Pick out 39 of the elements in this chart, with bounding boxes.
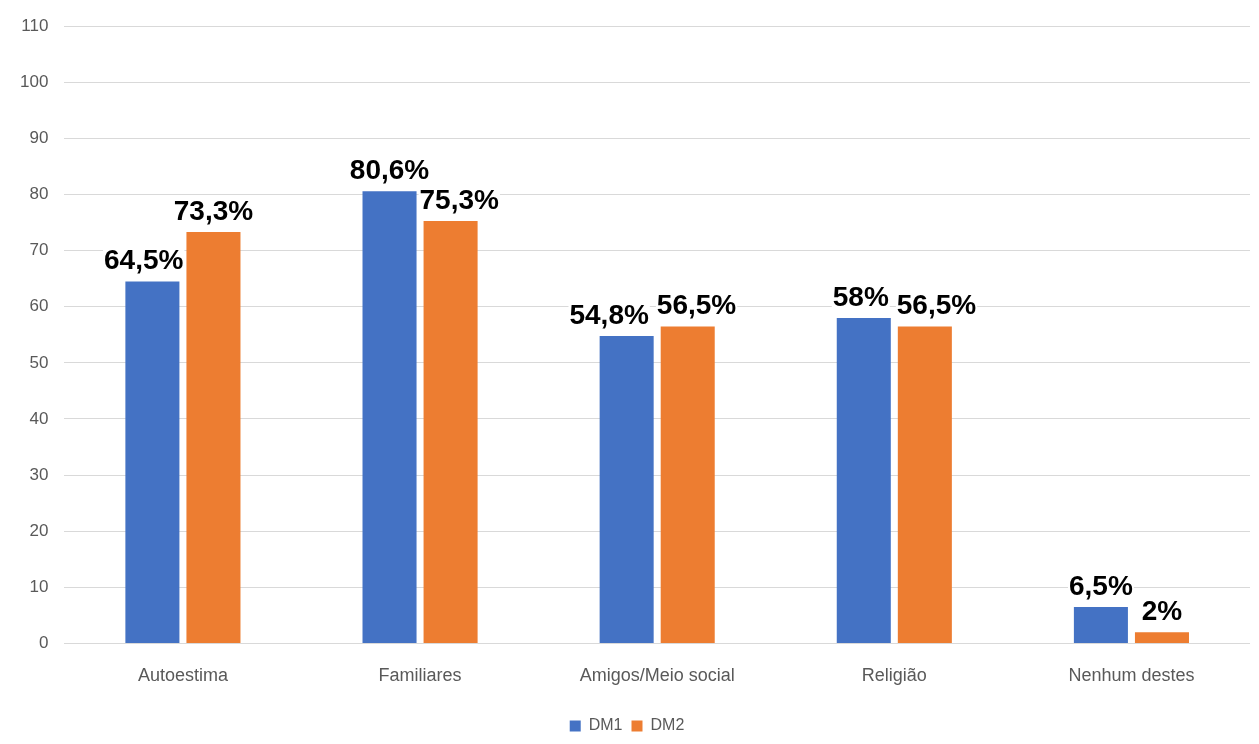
y-tick-label: 100 xyxy=(19,72,49,91)
x-tick-label: Religião xyxy=(861,665,927,686)
y-tick-label: 40 xyxy=(29,408,49,428)
x-tick-label: Familiares xyxy=(378,665,462,686)
bar xyxy=(125,281,180,643)
legend-label: DM2 xyxy=(650,716,685,734)
bar xyxy=(423,220,478,643)
y-tick-label: 50 xyxy=(29,352,49,372)
bar xyxy=(836,317,891,643)
y-tick-label: 60 xyxy=(29,296,49,316)
y-tick-label: 90 xyxy=(29,128,49,148)
x-tick-label: Nenhum destes xyxy=(1068,665,1195,686)
y-tick-label: 20 xyxy=(29,520,49,540)
data-label: 2% xyxy=(1141,594,1183,626)
y-tick-label: 10 xyxy=(29,576,49,596)
bar xyxy=(660,326,715,643)
y-tick-label: 30 xyxy=(29,464,49,484)
x-tick-label: Autoestima xyxy=(137,665,229,686)
data-label: 56,5% xyxy=(896,289,977,321)
data-label: 64,5% xyxy=(104,244,184,276)
bar xyxy=(186,232,241,643)
bar xyxy=(1134,632,1189,643)
data-label: 6,5% xyxy=(1068,569,1133,601)
y-tick-label: 80 xyxy=(29,184,49,204)
bar xyxy=(1073,606,1128,643)
data-label: 54,8% xyxy=(569,298,649,330)
data-label: 73,3% xyxy=(173,194,254,226)
bar xyxy=(897,326,952,643)
data-label: 75,3% xyxy=(419,183,500,215)
data-label: 56,5% xyxy=(656,289,737,321)
y-tick-label: 70 xyxy=(29,240,49,260)
legend-label: DM1 xyxy=(588,716,623,734)
data-label: 58% xyxy=(832,280,889,312)
data-label: 80,6% xyxy=(349,153,430,185)
bar xyxy=(362,191,417,643)
y-tick-label: 0 xyxy=(38,633,49,653)
y-tick-label: 110 xyxy=(21,15,49,35)
bar xyxy=(599,335,654,643)
x-tick-label: Amigos/Meio social xyxy=(579,665,735,686)
